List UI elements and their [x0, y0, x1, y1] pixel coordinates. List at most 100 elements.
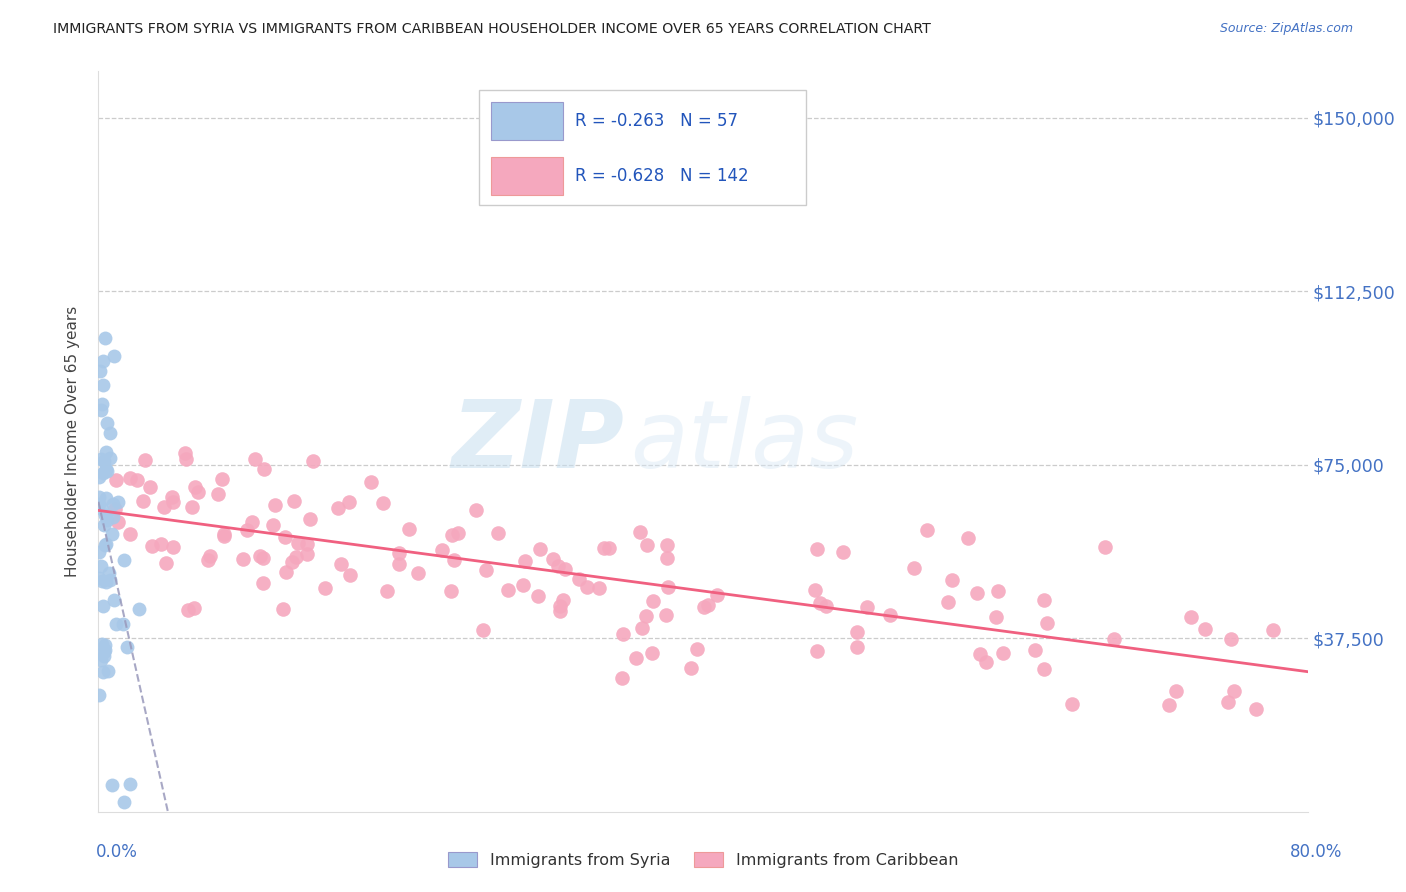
Point: [97, 665, 120, 679]
Text: Source: ZipAtlas.com: Source: ZipAtlas.com: [1219, 22, 1353, 36]
Point: [96, 513, 118, 527]
Point: [806, 643, 828, 657]
Point: [89, 689, 111, 703]
Point: [541, 552, 564, 566]
Point: [515, 554, 537, 568]
Point: [284, 549, 307, 564]
Point: [634, 608, 657, 623]
Point: [903, 561, 925, 575]
Point: [845, 640, 868, 654]
FancyBboxPatch shape: [479, 90, 806, 204]
Point: [806, 542, 828, 557]
Point: [314, 581, 336, 595]
Point: [447, 526, 470, 541]
Point: [406, 566, 429, 580]
Point: [184, 480, 207, 494]
Point: [90, 558, 112, 573]
Point: [641, 646, 664, 660]
Point: [155, 557, 177, 571]
Point: [941, 573, 963, 587]
Point: [104, 616, 127, 631]
Point: [548, 599, 571, 613]
Point: [180, 500, 202, 514]
Point: [1032, 592, 1054, 607]
Point: [474, 563, 496, 577]
Point: [96, 416, 118, 430]
Point: [94, 464, 117, 478]
Point: [987, 583, 1010, 598]
Point: [264, 498, 287, 512]
Point: [804, 582, 827, 597]
Point: [295, 547, 318, 561]
Point: [465, 503, 488, 517]
Point: [706, 588, 728, 602]
Point: [162, 540, 184, 554]
Point: [274, 531, 297, 545]
Point: [496, 583, 519, 598]
Point: [1194, 622, 1216, 636]
Point: [153, 500, 176, 515]
Point: [373, 496, 395, 510]
Point: [636, 537, 658, 551]
Point: [90, 574, 112, 588]
Point: [1094, 541, 1116, 555]
Point: [681, 661, 703, 675]
Point: [1036, 615, 1059, 630]
Text: 80.0%: 80.0%: [1291, 843, 1343, 861]
Point: [551, 593, 574, 607]
Point: [112, 796, 135, 810]
Point: [120, 471, 142, 485]
Point: [879, 607, 901, 622]
Point: [91, 599, 114, 613]
Point: [125, 473, 148, 487]
Point: [174, 452, 197, 467]
Point: [91, 502, 114, 516]
Point: [118, 527, 141, 541]
Point: [548, 604, 571, 618]
Point: [832, 545, 855, 559]
Point: [120, 777, 142, 791]
Point: [641, 594, 664, 608]
Point: [243, 452, 266, 467]
Point: [846, 625, 869, 640]
Point: [297, 536, 319, 550]
Point: [298, 512, 321, 526]
Point: [808, 596, 831, 610]
Point: [236, 523, 259, 537]
Point: [115, 640, 138, 654]
Point: [302, 454, 325, 468]
Point: [252, 462, 274, 476]
Point: [1246, 702, 1268, 716]
Point: [686, 642, 709, 657]
Point: [936, 595, 959, 609]
Point: [134, 453, 156, 467]
Point: [101, 510, 124, 524]
Point: [103, 592, 125, 607]
Point: [554, 562, 576, 576]
Point: [991, 646, 1014, 660]
Point: [1024, 642, 1046, 657]
Point: [1220, 632, 1243, 646]
Point: [87, 570, 110, 584]
Point: [693, 600, 716, 615]
Point: [329, 557, 352, 571]
Point: [969, 648, 991, 662]
Point: [104, 502, 127, 516]
Point: [337, 495, 360, 509]
Point: [527, 590, 550, 604]
Point: [141, 539, 163, 553]
Point: [287, 536, 309, 550]
Point: [486, 525, 509, 540]
Text: R = -0.628   N = 142: R = -0.628 N = 142: [575, 167, 748, 186]
Point: [328, 500, 350, 515]
FancyBboxPatch shape: [492, 102, 562, 140]
Point: [588, 582, 610, 596]
Point: [101, 527, 124, 541]
Point: [91, 637, 114, 651]
Point: [440, 528, 463, 542]
Point: [1261, 623, 1284, 637]
Point: [529, 541, 551, 556]
Point: [1223, 684, 1246, 698]
Point: [388, 546, 411, 560]
Legend: Immigrants from Syria, Immigrants from Caribbean: Immigrants from Syria, Immigrants from C…: [441, 846, 965, 874]
